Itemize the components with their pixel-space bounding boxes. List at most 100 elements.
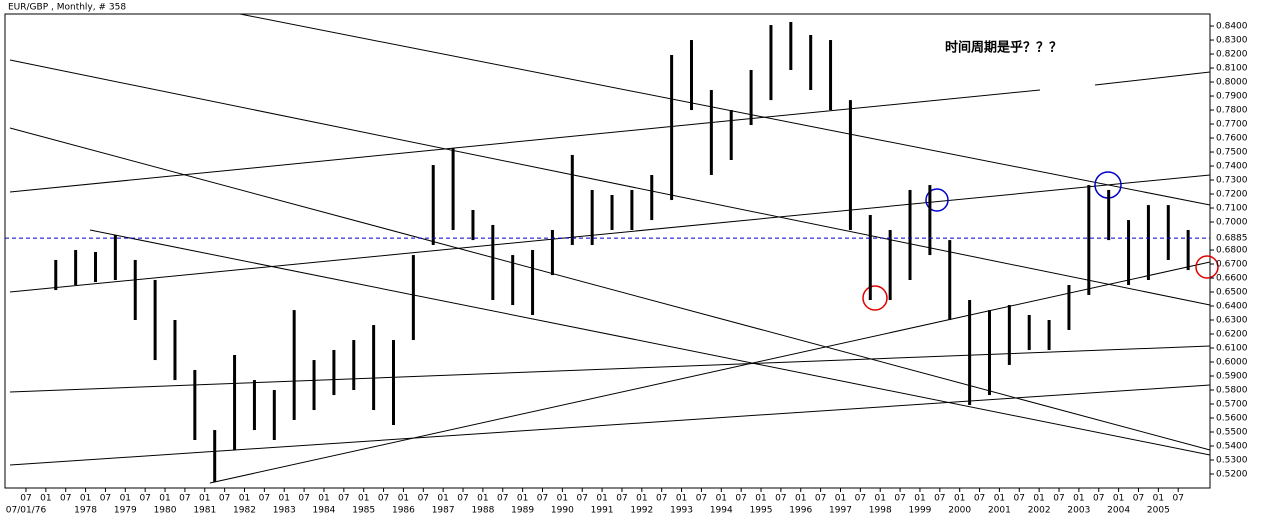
y-tick-label: 0.7600 xyxy=(1216,134,1248,144)
x-tick-label: 07 xyxy=(457,494,468,504)
plot-area xyxy=(4,13,1211,489)
price-bar xyxy=(391,340,395,426)
x-year-label: 1992 xyxy=(630,506,653,516)
x-year-label: 1986 xyxy=(392,506,415,516)
y-tick-label: 0.7500 xyxy=(1216,148,1248,158)
x-tick-label: 07 xyxy=(298,494,309,504)
y-tick-label: 0.6200 xyxy=(1216,330,1248,340)
x-tick-label: 01 xyxy=(279,494,290,504)
current-price-box xyxy=(1211,232,1251,245)
x-tick-label: 01 xyxy=(716,494,727,504)
x-tick-label: 01 xyxy=(318,494,329,504)
y-tick-label: 0.5300 xyxy=(1216,456,1248,466)
price-bar xyxy=(252,380,256,431)
price-bar xyxy=(1007,305,1011,365)
price-bar xyxy=(689,40,693,111)
price-bar xyxy=(312,360,316,411)
price-bar xyxy=(193,369,197,440)
price-bar xyxy=(173,320,177,381)
x-start-label: 07/01/76 xyxy=(6,506,47,516)
x-tick-label: 07 xyxy=(338,494,349,504)
x-tick-label: 01 xyxy=(398,494,409,504)
price-bar xyxy=(1186,230,1190,271)
price-bar xyxy=(1166,205,1170,260)
price-bar xyxy=(1047,320,1051,350)
y-tick-label: 0.7900 xyxy=(1216,92,1248,102)
price-bar xyxy=(233,355,237,451)
price-bar xyxy=(54,259,58,291)
x-tick-label: 07 xyxy=(20,494,31,504)
x-tick-label: 01 xyxy=(40,494,51,504)
x-tick-label: 07 xyxy=(1093,494,1104,504)
y-tick-label: 0.7100 xyxy=(1216,204,1248,214)
price-bar xyxy=(431,165,435,245)
y-tick-label: 0.5600 xyxy=(1216,414,1248,424)
x-tick-label: 07 xyxy=(1053,494,1064,504)
x-year-label: 1983 xyxy=(273,506,296,516)
x-tick-label: 07 xyxy=(696,494,707,504)
x-tick-label: 01 xyxy=(994,494,1005,504)
price-bar xyxy=(848,100,852,231)
x-tick-label: 01 xyxy=(557,494,568,504)
price-bar xyxy=(709,90,713,175)
x-tick-label: 07 xyxy=(1014,494,1025,504)
y-tick-label: 0.6400 xyxy=(1216,302,1248,312)
y-tick-label: 0.7400 xyxy=(1216,162,1248,172)
price-bar xyxy=(888,230,892,300)
x-tick-label: 07 xyxy=(815,494,826,504)
y-tick-label: 0.7800 xyxy=(1216,106,1248,116)
x-tick-label: 01 xyxy=(120,494,131,504)
x-year-label: 1991 xyxy=(591,506,614,516)
price-bar xyxy=(332,349,336,396)
x-tick-label: 01 xyxy=(358,494,369,504)
y-tick-label: 0.8200 xyxy=(1216,50,1248,60)
x-tick-label: 07 xyxy=(537,494,548,504)
x-year-label: 1989 xyxy=(511,506,534,516)
y-tick-label: 0.6800 xyxy=(1216,246,1248,256)
y-tick-label: 0.6100 xyxy=(1216,344,1248,354)
price-bar xyxy=(133,259,137,321)
y-tick-label: 0.6000 xyxy=(1216,358,1248,368)
price-bar xyxy=(670,55,674,201)
x-tick-label: 01 xyxy=(159,494,170,504)
price-bar xyxy=(749,69,753,126)
x-tick-label: 01 xyxy=(1033,494,1044,504)
price-bar xyxy=(928,185,932,256)
x-year-label: 1982 xyxy=(233,506,256,516)
x-year-label: 1981 xyxy=(193,506,216,516)
price-bar xyxy=(94,251,98,283)
y-tick-label: 0.5700 xyxy=(1216,400,1248,410)
x-tick-label: 01 xyxy=(1073,494,1084,504)
y-tick-label: 0.8100 xyxy=(1216,64,1248,74)
price-bar xyxy=(272,390,276,440)
x-tick-label: 07 xyxy=(1133,494,1144,504)
price-bar xyxy=(113,235,117,280)
y-tick-label: 0.7700 xyxy=(1216,120,1248,130)
x-year-label: 1997 xyxy=(829,506,852,516)
price-bar xyxy=(411,255,415,341)
x-tick-label: 01 xyxy=(596,494,607,504)
y-tick-label: 0.8000 xyxy=(1216,78,1248,88)
price-bar xyxy=(1107,189,1111,241)
x-tick-label: 01 xyxy=(636,494,647,504)
x-year-label: 1978 xyxy=(74,506,97,516)
y-tick-label: 0.7200 xyxy=(1216,190,1248,200)
x-tick-label: 07 xyxy=(616,494,627,504)
price-bar xyxy=(570,154,574,245)
x-year-label: 1979 xyxy=(114,506,137,516)
price-bar xyxy=(511,255,515,306)
price-bar xyxy=(729,110,733,161)
x-tick-label: 07 xyxy=(259,494,270,504)
x-tick-label: 07 xyxy=(219,494,230,504)
x-year-label: 1996 xyxy=(789,506,812,516)
x-tick-label: 01 xyxy=(676,494,687,504)
x-tick-label: 07 xyxy=(974,494,985,504)
x-tick-label: 07 xyxy=(735,494,746,504)
y-tick-label: 0.6700 xyxy=(1216,260,1248,270)
price-bar xyxy=(1067,285,1071,330)
x-tick-label: 01 xyxy=(199,494,210,504)
x-tick-label: 07 xyxy=(179,494,190,504)
x-tick-label: 01 xyxy=(1113,494,1124,504)
x-tick-label: 01 xyxy=(954,494,965,504)
x-tick-label: 07 xyxy=(934,494,945,504)
